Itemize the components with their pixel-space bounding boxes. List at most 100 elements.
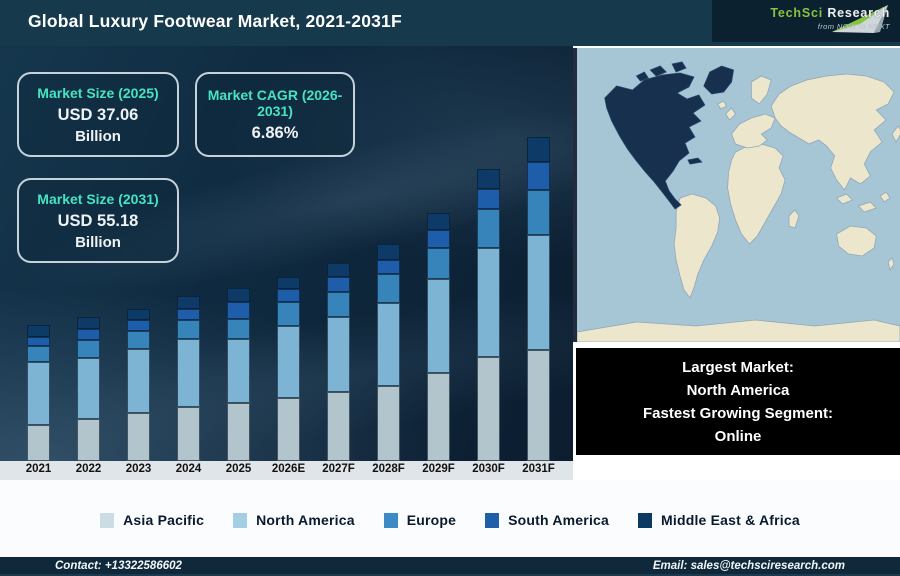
market-size-2025-box: Market Size (2025) USD 37.06 Billion <box>17 72 179 157</box>
chart-panel: Market Size (2025) USD 37.06 Billion Mar… <box>0 46 573 461</box>
stacked-bar-2029F <box>427 213 450 461</box>
x-axis: 2021 2022 2023 2024 2025 2026E 2027F 2028F 2029F… <box>0 461 573 480</box>
bar-segment-asia-pacific <box>477 357 500 461</box>
bar-segment-north-america <box>277 326 300 398</box>
stacked-bar-2031F <box>527 137 550 461</box>
legend-swatch <box>100 512 115 528</box>
arrow-icon <box>832 5 888 33</box>
logo-brand: TechSci <box>770 6 824 20</box>
map-europe <box>731 113 776 149</box>
bar-segment-middle-east-africa <box>477 169 500 189</box>
bar-segment-middle-east-africa <box>527 137 550 162</box>
map-scandinavia <box>750 75 772 105</box>
brand-logo: TechSci Research from NOW to NEXT <box>712 0 900 42</box>
map-philippines <box>879 191 891 203</box>
map-arctic-island <box>649 65 667 77</box>
bar-segment-middle-east-africa <box>177 296 200 309</box>
map-greenland <box>703 65 734 95</box>
bar-segment-south-america <box>327 277 350 292</box>
map-indonesia <box>857 201 877 213</box>
stacked-bar-2030F <box>477 169 500 461</box>
bar-segment-south-america <box>527 162 550 190</box>
info-box-label: Market CAGR (2026-2031) <box>207 86 343 119</box>
bar-segment-europe <box>27 346 50 362</box>
map-arctic-island <box>635 71 649 82</box>
bar-segment-europe <box>327 292 350 317</box>
stacked-bar-2022 <box>77 317 100 461</box>
bar-segment-middle-east-africa <box>277 277 300 289</box>
bar-segment-asia-pacific <box>227 403 250 461</box>
logo-tagline: from NOW to NEXT <box>817 22 890 31</box>
bar-segment-europe <box>527 190 550 235</box>
map-iceland <box>717 100 728 110</box>
x-axis-label: 2029F <box>422 463 455 475</box>
legend-item: Europe <box>383 512 456 528</box>
info-box-unit: Billion <box>75 128 121 146</box>
world-map-panel <box>573 48 900 342</box>
stacked-bar-2028F <box>377 244 400 461</box>
map-north-america <box>604 72 706 210</box>
info-box-value: 6.86% <box>251 124 299 143</box>
bar-segment-asia-pacific <box>27 425 50 461</box>
bar-segment-middle-east-africa <box>127 309 150 320</box>
stacked-bar-2023 <box>127 309 150 461</box>
legend-swatch <box>233 512 248 528</box>
contact-phone: Contact: +13322586602 <box>55 559 182 572</box>
footer-bar: Contact: +13322586602 Email: sales@techs… <box>0 557 900 576</box>
bar-segment-asia-pacific <box>527 350 550 461</box>
bar-segment-north-america <box>27 362 50 425</box>
map-africa <box>727 143 786 245</box>
caption-line: North America <box>686 382 790 399</box>
bar-segment-north-america <box>377 303 400 386</box>
page-title: Global Luxury Footwear Market, 2021-2031… <box>28 11 402 31</box>
stacked-bar-2025 <box>227 288 250 461</box>
legend-swatch <box>485 512 500 528</box>
map-australia <box>836 225 877 257</box>
logo-brand2: Research <box>827 6 890 20</box>
bar-segment-europe <box>427 248 450 279</box>
bar-segment-middle-east-africa <box>377 244 400 260</box>
bar-segment-south-america <box>427 230 450 248</box>
bar-segment-north-america <box>227 339 250 403</box>
bar-segment-asia-pacific <box>77 419 100 461</box>
logo-content: TechSci Research from NOW to NEXT <box>770 5 890 33</box>
world-map <box>577 48 900 342</box>
bar-segment-south-america <box>177 309 200 320</box>
bar-segment-north-america <box>427 279 450 373</box>
info-box-value: USD 55.18 <box>57 211 139 230</box>
map-southeast-asia <box>835 193 854 205</box>
x-axis-label: 2024 <box>175 463 202 475</box>
map-south-america <box>673 193 721 299</box>
legend-swatch <box>383 512 398 528</box>
legend-item: Middle East & Africa <box>638 512 800 528</box>
bar-segment-south-america <box>227 302 250 319</box>
legend-label: South America <box>508 512 610 528</box>
legend-strip: Asia Pacific North America Europe South Ame… <box>0 480 900 557</box>
bar-segment-south-america <box>27 337 50 346</box>
bar-segment-middle-east-africa <box>327 263 350 277</box>
x-axis-label: 2022 <box>75 463 102 475</box>
info-box-value: USD 37.06 <box>57 105 139 124</box>
x-axis-label: 2023 <box>125 463 152 475</box>
caption-line: Fastest Growing Segment: <box>642 405 834 422</box>
info-box-label: Market Size (2031) <box>37 190 159 207</box>
map-british-isles <box>725 107 737 121</box>
map-madagascar <box>788 209 800 229</box>
map-japan <box>891 125 900 143</box>
x-axis-label: 2021 <box>25 463 52 475</box>
x-axis-label: 2027F <box>322 463 355 475</box>
x-axis-label: 2026E <box>271 463 306 475</box>
map-caribbean <box>687 157 703 165</box>
stacked-bar-2026E <box>277 277 300 461</box>
map-new-zealand <box>887 257 895 271</box>
x-axis-label: 2030F <box>472 463 505 475</box>
caption-line: Largest Market: <box>682 359 794 376</box>
x-axis-label: 2028F <box>372 463 405 475</box>
caption-line: Online <box>714 428 762 445</box>
caption-box: Largest Market: North America Fastest Gr… <box>576 348 900 455</box>
logo-text: TechSci Research <box>770 6 890 20</box>
x-axis-label: 2031F <box>522 463 555 475</box>
bar-segment-europe <box>77 340 100 358</box>
bar-segment-asia-pacific <box>427 373 450 461</box>
